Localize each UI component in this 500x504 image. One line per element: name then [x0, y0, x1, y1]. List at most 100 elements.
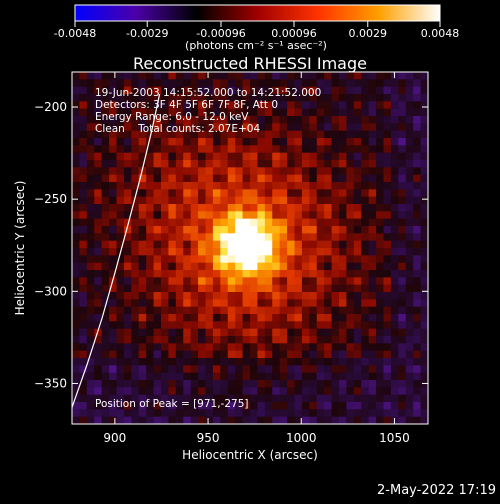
heatmap-cell — [183, 365, 192, 374]
heatmap-cell — [279, 233, 288, 242]
heatmap-cell — [212, 328, 221, 337]
heatmap-cell — [190, 306, 199, 315]
heatmap-cell — [205, 394, 214, 403]
heatmap-cell — [109, 240, 117, 249]
heatmap-cell — [376, 343, 384, 352]
heatmap-cell — [368, 277, 377, 286]
heatmap-cell — [250, 255, 258, 264]
heatmap-cell — [250, 108, 258, 117]
heatmap-cell — [405, 270, 414, 278]
heatmap-cell — [153, 387, 162, 396]
heatmap-cell — [420, 218, 428, 227]
heatmap-cell — [183, 240, 192, 249]
heatmap-cell — [361, 255, 370, 264]
heatmap-cell — [390, 394, 399, 403]
heatmap-cell — [205, 284, 214, 293]
heatmap-cell — [272, 116, 281, 124]
heatmap-cell — [161, 79, 169, 88]
heatmap-cell — [405, 336, 414, 344]
heatmap-cell — [242, 116, 251, 124]
heatmap-cell — [242, 292, 251, 300]
heatmap-cell — [257, 255, 266, 264]
heatmap-cell — [205, 130, 214, 139]
heatmap-cell — [264, 380, 273, 388]
heatmap-cell — [257, 189, 266, 198]
heatmap-cell — [198, 277, 206, 286]
heatmap-cell — [242, 402, 251, 410]
heatmap-cell — [198, 402, 206, 410]
heatmap-cell — [272, 72, 281, 80]
heatmap-cell — [361, 387, 370, 396]
heatmap-cell — [383, 167, 392, 176]
heatmap-cell — [183, 152, 192, 161]
heatmap-cell — [294, 365, 303, 374]
heatmap-cell — [279, 145, 288, 154]
heatmap-cell — [368, 284, 377, 293]
heatmap-cell — [390, 336, 399, 344]
heatmap-cell — [227, 145, 236, 154]
heatmap-cell — [79, 233, 88, 242]
heatmap-cell — [250, 336, 258, 344]
heatmap-cell — [205, 211, 214, 220]
heatmap-cell — [413, 299, 421, 308]
heatmap-cell — [390, 372, 399, 381]
heatmap-cell — [353, 108, 362, 117]
heatmap-cell — [264, 314, 273, 322]
heatmap-cell — [331, 72, 340, 80]
heatmap-cell — [227, 321, 236, 330]
heatmap-cell — [235, 167, 243, 176]
heatmap-cell — [250, 350, 258, 359]
heatmap-cell — [279, 416, 288, 424]
heatmap-cell — [250, 328, 258, 337]
heatmap-cell — [227, 233, 236, 242]
heatmap-cell — [301, 211, 310, 220]
heatmap-cell — [79, 211, 88, 220]
heatmap-cell — [353, 196, 362, 205]
heatmap-cell — [175, 196, 184, 205]
heatmap-cell — [109, 211, 117, 220]
heatmap-cell — [331, 262, 340, 271]
heatmap-cell — [361, 226, 370, 234]
heatmap-cell — [183, 387, 192, 396]
heatmap-cell — [153, 365, 162, 374]
heatmap-cell — [420, 94, 428, 102]
heatmap-cell — [79, 72, 88, 80]
heatmap-cell — [227, 167, 236, 176]
heatmap-cell — [353, 350, 362, 359]
heatmap-cell — [405, 116, 414, 124]
heatmap-cell — [368, 108, 377, 117]
heatmap-cell — [86, 328, 95, 337]
heatmap-cell — [131, 116, 140, 124]
heatmap-cell — [287, 130, 295, 139]
heatmap-cell — [398, 86, 407, 95]
heatmap-cell — [72, 204, 80, 212]
heatmap-cell — [287, 123, 295, 132]
heatmap-cell — [235, 306, 243, 315]
heatmap-cell — [264, 306, 273, 315]
heatmap-cell — [235, 189, 243, 198]
heatmap-cell — [405, 160, 414, 168]
heatmap-cell — [368, 211, 377, 220]
heatmap-cell — [272, 328, 281, 337]
heatmap-cell — [272, 365, 281, 374]
heatmap-cell — [361, 365, 370, 374]
heatmap-cell — [376, 277, 384, 286]
heatmap-cell — [353, 255, 362, 264]
heatmap-cell — [316, 262, 325, 271]
heatmap-cell — [72, 409, 80, 418]
heatmap-cell — [94, 314, 103, 322]
heatmap-cell — [390, 380, 399, 388]
heatmap-cell — [94, 292, 103, 300]
heatmap-cell — [94, 365, 103, 374]
heatmap-cell — [287, 336, 295, 344]
heatmap-cell — [279, 262, 288, 271]
heatmap-cell — [220, 138, 229, 146]
colorbar-label: (photons cm⁻² s⁻¹ asec⁻²) — [185, 39, 327, 52]
heatmap-cell — [153, 94, 162, 102]
heatmap-cell — [220, 402, 229, 410]
heatmap-cell — [220, 101, 229, 110]
heatmap-cell — [339, 204, 347, 212]
heatmap-cell — [94, 321, 103, 330]
heatmap-cell — [390, 138, 399, 146]
heatmap-cell — [183, 189, 192, 198]
